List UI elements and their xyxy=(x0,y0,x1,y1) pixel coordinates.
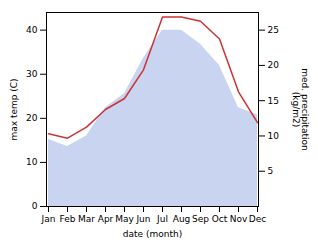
svg-text:Sep: Sep xyxy=(192,214,209,224)
svg-text:40: 40 xyxy=(26,25,38,35)
svg-text:Mar: Mar xyxy=(78,214,95,224)
svg-text:0: 0 xyxy=(32,201,38,211)
svg-text:max temp (C): max temp (C) xyxy=(9,78,19,140)
svg-text:May: May xyxy=(115,214,134,224)
svg-text:Feb: Feb xyxy=(60,214,76,224)
svg-text:Oct: Oct xyxy=(212,214,228,224)
svg-text:Dec: Dec xyxy=(249,214,266,224)
svg-text:Nov: Nov xyxy=(230,214,248,224)
svg-text:Jun: Jun xyxy=(135,214,150,224)
svg-text:10: 10 xyxy=(26,157,38,167)
svg-text:med. precipitation(kg/m2): med. precipitation(kg/m2) xyxy=(291,68,310,150)
svg-text:date (month): date (month) xyxy=(123,229,182,239)
svg-text:Jan: Jan xyxy=(41,214,56,224)
svg-text:20: 20 xyxy=(268,60,280,70)
svg-text:30: 30 xyxy=(26,69,38,79)
svg-text:5: 5 xyxy=(268,166,274,176)
svg-text:25: 25 xyxy=(268,25,279,35)
svg-text:20: 20 xyxy=(26,113,38,123)
svg-text:10: 10 xyxy=(268,131,280,141)
svg-text:Aug: Aug xyxy=(173,214,191,224)
svg-text:15: 15 xyxy=(268,96,279,106)
svg-text:Apr: Apr xyxy=(98,214,114,224)
svg-text:Jul: Jul xyxy=(156,214,168,224)
